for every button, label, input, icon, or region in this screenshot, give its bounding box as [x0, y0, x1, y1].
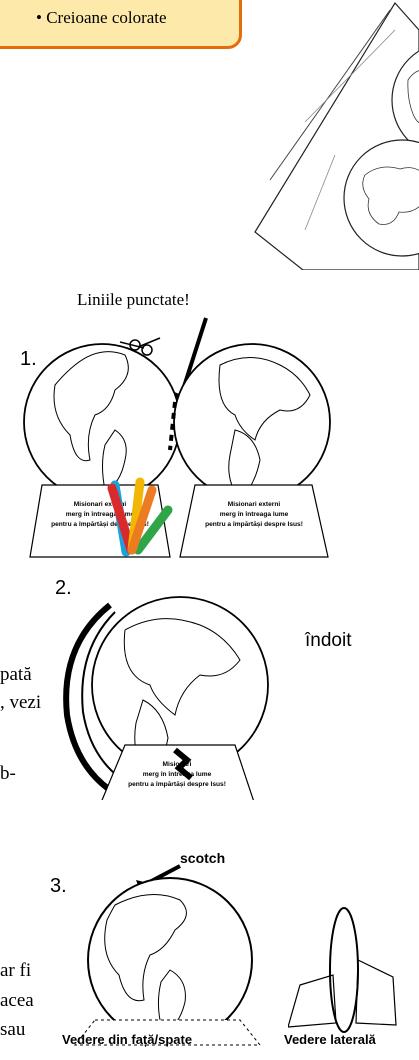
text-fragment: , vezi [0, 692, 42, 713]
card-line: merg în întreaga lume [143, 771, 212, 778]
worksheet-thumbnail [254, 1, 419, 270]
side-view-diagram [288, 907, 397, 1033]
text-fragment: pată [0, 664, 32, 685]
card-line: Misionari [163, 761, 192, 768]
step-number: 1. [20, 348, 37, 370]
step-number: 3. [50, 875, 67, 897]
card-line: Misionari externi [74, 501, 127, 508]
card-line: Misionari externi [228, 501, 281, 508]
card-line: pentru a împărtăși despre Isus! [51, 521, 149, 528]
text-fragment: b- [0, 763, 16, 784]
card-line: merg în întreaga lume [66, 511, 135, 518]
scissors-icon [119, 337, 161, 356]
supplies-item: • Creioane colorate [36, 8, 167, 27]
card-line: merg în întreaga lume [220, 511, 289, 518]
step2-folded-globe: Misionari merg în întreaga lume pentru a… [63, 596, 269, 800]
colored-pencils-icon [107, 477, 173, 557]
step3-globe [73, 864, 262, 1046]
front-back-view-label: Vedere din față/spate [62, 1032, 193, 1047]
folded-label: îndoit [305, 630, 352, 651]
text-fragment: ar fi [0, 960, 32, 981]
tape-label: scotch [180, 850, 226, 866]
step1-globes: Misionari externi merg în întreaga lume … [23, 317, 331, 558]
step-number: 2. [55, 577, 72, 599]
side-view-label: Vedere laterală [284, 1032, 376, 1047]
text-fragment: sau [0, 1019, 26, 1040]
text-fragment: acea [0, 990, 34, 1011]
card-line: pentru a împărtăși despre Isus! [128, 781, 226, 788]
supplies-box [0, 0, 242, 49]
card-line: pentru a împărtăși despre Isus! [205, 521, 303, 528]
dashed-lines-callout: Liniile punctate! [77, 290, 190, 309]
